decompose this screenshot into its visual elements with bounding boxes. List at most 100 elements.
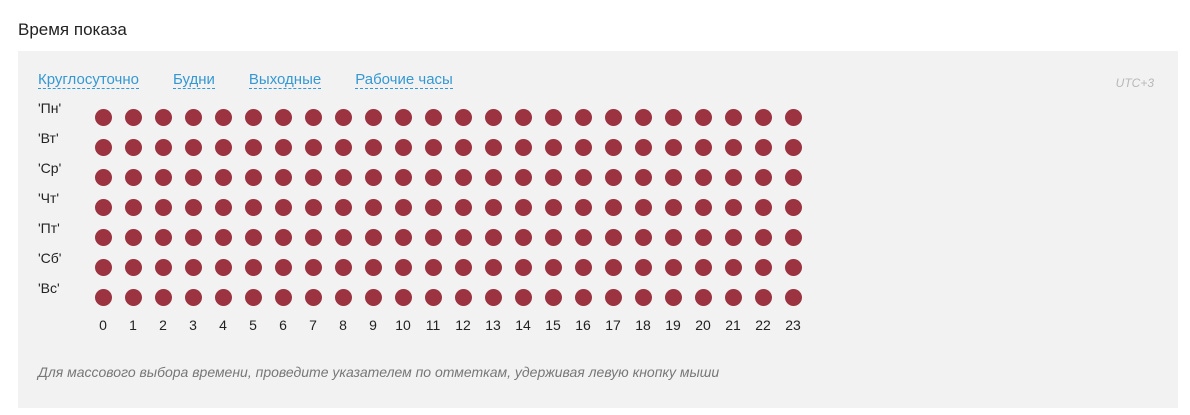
time-slot-dot[interactable] (364, 108, 382, 126)
time-slot-dot[interactable] (484, 138, 502, 156)
time-slot-dot[interactable] (304, 198, 322, 216)
time-slot-dot[interactable] (124, 138, 142, 156)
time-slot-dot[interactable] (484, 288, 502, 306)
time-slot-dot[interactable] (94, 198, 112, 216)
time-slot-dot[interactable] (424, 228, 442, 246)
time-slot-dot[interactable] (784, 198, 802, 216)
time-slot-dot[interactable] (634, 108, 652, 126)
time-slot-dot[interactable] (394, 288, 412, 306)
time-slot-dot[interactable] (664, 138, 682, 156)
time-slot-dot[interactable] (214, 228, 232, 246)
time-slot-dot[interactable] (364, 288, 382, 306)
time-slot-dot[interactable] (514, 108, 532, 126)
time-slot-dot[interactable] (784, 258, 802, 276)
time-slot-dot[interactable] (604, 168, 622, 186)
time-slot-dot[interactable] (544, 138, 562, 156)
time-slot-dot[interactable] (514, 138, 532, 156)
time-slot-dot[interactable] (304, 108, 322, 126)
time-slot-dot[interactable] (664, 168, 682, 186)
time-slot-dot[interactable] (214, 138, 232, 156)
time-slot-dot[interactable] (784, 168, 802, 186)
time-slot-dot[interactable] (124, 288, 142, 306)
time-slot-dot[interactable] (604, 288, 622, 306)
time-slot-dot[interactable] (334, 138, 352, 156)
time-slot-dot[interactable] (454, 288, 472, 306)
time-slot-dot[interactable] (394, 228, 412, 246)
time-slot-dot[interactable] (574, 258, 592, 276)
time-slot-dot[interactable] (664, 198, 682, 216)
time-slot-dot[interactable] (424, 258, 442, 276)
time-slot-dot[interactable] (754, 198, 772, 216)
time-slot-dot[interactable] (124, 198, 142, 216)
time-slot-dot[interactable] (544, 288, 562, 306)
time-slot-dot[interactable] (694, 228, 712, 246)
time-slot-dot[interactable] (454, 258, 472, 276)
time-slot-dot[interactable] (94, 288, 112, 306)
time-slot-dot[interactable] (154, 288, 172, 306)
time-slot-dot[interactable] (94, 228, 112, 246)
time-slot-dot[interactable] (634, 198, 652, 216)
time-slot-dot[interactable] (424, 198, 442, 216)
time-slot-dot[interactable] (304, 168, 322, 186)
time-slot-dot[interactable] (124, 168, 142, 186)
time-slot-dot[interactable] (244, 228, 262, 246)
time-slot-dot[interactable] (784, 108, 802, 126)
time-slot-dot[interactable] (754, 168, 772, 186)
time-slot-dot[interactable] (574, 228, 592, 246)
time-slot-dot[interactable] (574, 168, 592, 186)
time-slot-dot[interactable] (184, 288, 202, 306)
time-slot-dot[interactable] (184, 108, 202, 126)
time-slot-dot[interactable] (754, 108, 772, 126)
time-slot-dot[interactable] (454, 168, 472, 186)
time-slot-dot[interactable] (394, 138, 412, 156)
time-slot-dot[interactable] (244, 108, 262, 126)
time-slot-dot[interactable] (454, 138, 472, 156)
time-slot-dot[interactable] (454, 108, 472, 126)
time-slot-dot[interactable] (184, 138, 202, 156)
time-slot-dot[interactable] (94, 258, 112, 276)
time-slot-dot[interactable] (334, 108, 352, 126)
time-slot-dot[interactable] (364, 258, 382, 276)
time-slot-dot[interactable] (604, 108, 622, 126)
time-slot-dot[interactable] (154, 138, 172, 156)
time-slot-dot[interactable] (94, 108, 112, 126)
time-slot-dot[interactable] (244, 258, 262, 276)
time-slot-dot[interactable] (274, 228, 292, 246)
time-slot-dot[interactable] (154, 198, 172, 216)
time-slot-dot[interactable] (514, 198, 532, 216)
time-slot-dot[interactable] (574, 138, 592, 156)
time-slot-dot[interactable] (424, 168, 442, 186)
time-slot-dot[interactable] (304, 258, 322, 276)
time-slot-dot[interactable] (94, 168, 112, 186)
time-slot-dot[interactable] (754, 288, 772, 306)
time-slot-dot[interactable] (274, 258, 292, 276)
time-slot-dot[interactable] (364, 228, 382, 246)
time-slot-dot[interactable] (514, 258, 532, 276)
time-slot-dot[interactable] (304, 138, 322, 156)
time-slot-dot[interactable] (544, 258, 562, 276)
time-slot-dot[interactable] (514, 228, 532, 246)
time-slot-dot[interactable] (274, 168, 292, 186)
preset-weekend-link[interactable]: Выходные (248, 71, 322, 89)
time-slot-dot[interactable] (634, 258, 652, 276)
time-slot-dot[interactable] (784, 228, 802, 246)
time-slot-dot[interactable] (304, 228, 322, 246)
time-slot-dot[interactable] (484, 228, 502, 246)
time-slot-dot[interactable] (634, 228, 652, 246)
time-slot-dot[interactable] (334, 258, 352, 276)
time-slot-dot[interactable] (754, 228, 772, 246)
time-slot-dot[interactable] (154, 168, 172, 186)
time-slot-dot[interactable] (664, 258, 682, 276)
time-slot-dot[interactable] (544, 168, 562, 186)
time-slot-dot[interactable] (604, 228, 622, 246)
time-slot-dot[interactable] (484, 198, 502, 216)
preset-weekdays-link[interactable]: Будни (172, 71, 215, 89)
time-slot-dot[interactable] (214, 168, 232, 186)
time-slot-dot[interactable] (334, 288, 352, 306)
time-slot-dot[interactable] (124, 258, 142, 276)
time-slot-dot[interactable] (454, 228, 472, 246)
time-slot-dot[interactable] (724, 138, 742, 156)
time-slot-dot[interactable] (274, 138, 292, 156)
time-slot-dot[interactable] (334, 228, 352, 246)
time-slot-dot[interactable] (364, 168, 382, 186)
